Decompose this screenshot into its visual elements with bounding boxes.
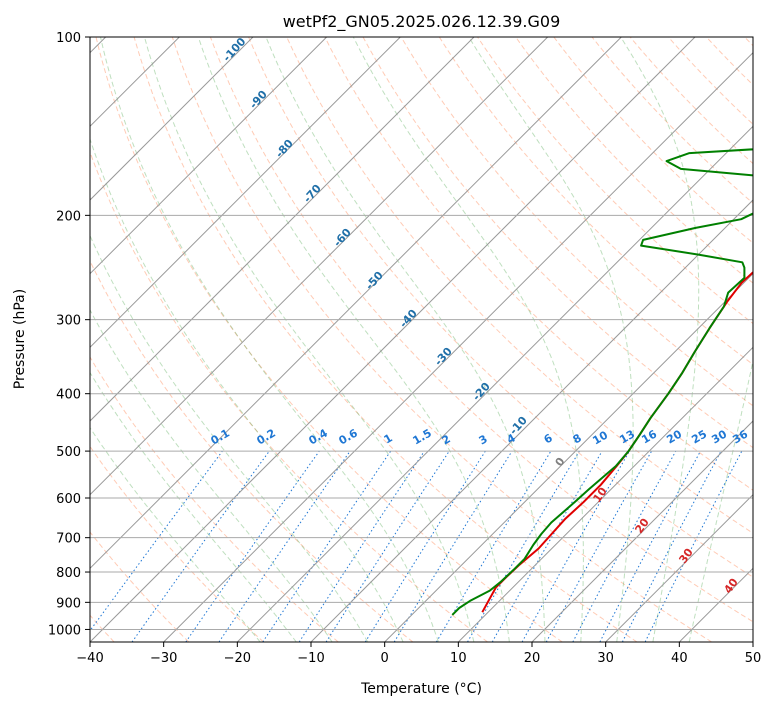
dry-adiabat — [90, 445, 264, 642]
mixing-ratio-line — [325, 450, 450, 642]
moist-adiabat — [620, 37, 700, 642]
dry-adiabat — [324, 37, 753, 491]
moist-adiabat — [90, 234, 369, 642]
mixing-ratio-line — [572, 450, 677, 642]
plot-area: -100-90-80-70-60-50-40-30-20-100.1 0.2 0.4… — [90, 37, 753, 642]
moist-adiabat — [90, 426, 261, 642]
moist-adiabat — [90, 137, 404, 642]
mixing-ratio-line — [545, 450, 653, 642]
isotherm-line — [90, 37, 475, 422]
x-tick-label: −10 — [297, 651, 324, 666]
moist-adiabat — [144, 37, 475, 642]
dry-adiabat — [90, 356, 339, 642]
y-tick-label: 500 — [56, 445, 81, 460]
isotherm-line — [605, 493, 753, 642]
moist-adiabat — [688, 358, 753, 642]
chart-title: wetPf2_GN05.2025.026.12.39.G09 — [283, 12, 561, 32]
dry-adiabat — [95, 37, 563, 642]
x-tick-label: 20 — [524, 651, 541, 666]
x-tick-label: 40 — [671, 651, 688, 666]
moist-adiabat — [90, 371, 297, 642]
isotherm-line — [310, 199, 753, 642]
y-axis: 100 200 300 400 500 600 700 800 900 1000 — [48, 31, 90, 638]
dry-adiabat — [438, 37, 753, 366]
mixing-ratio-line — [393, 450, 513, 642]
plot-frame — [89, 36, 754, 643]
mixing-ratio-line — [131, 450, 270, 642]
isotherm-line — [90, 37, 696, 642]
isotherm-line — [90, 37, 622, 570]
dry-adiabat — [90, 531, 190, 642]
y-tick-label: 300 — [56, 314, 81, 329]
moist-adiabat — [100, 37, 439, 642]
x-tick-label: 50 — [745, 651, 762, 666]
dry-adiabat — [133, 37, 638, 642]
isotherm-line — [163, 51, 753, 642]
moist-adiabat — [197, 37, 510, 642]
moist-adiabat — [265, 37, 546, 642]
isotherm-line — [457, 346, 753, 642]
mixing-ratio-line — [185, 450, 320, 642]
x-tick-label: 10 — [450, 651, 467, 666]
dry-adiabat — [171, 37, 712, 642]
y-axis-label: Pressure (hPa) — [12, 289, 28, 389]
y-tick-label: 700 — [56, 532, 81, 547]
isotherm-line — [90, 37, 549, 496]
isobar-gridlines — [90, 37, 753, 630]
dry-adiabat — [90, 150, 488, 642]
dry-adiabat — [515, 37, 753, 284]
y-tick-label: 100 — [56, 31, 81, 46]
mixing-ratio-line — [521, 450, 630, 642]
y-tick-label: 900 — [56, 596, 81, 611]
mixing-ratio-line — [90, 450, 223, 632]
y-tick-label: 600 — [56, 492, 81, 507]
y-tick-label: 800 — [56, 566, 81, 581]
isotherm-line — [90, 37, 254, 201]
x-tick-label: 0 — [381, 651, 389, 666]
isotherm-line — [90, 37, 328, 275]
dry-adiabat — [209, 37, 753, 623]
mixing-ratio-lines — [90, 450, 743, 642]
moist-adiabats — [90, 37, 753, 642]
isotherm-line — [384, 272, 753, 642]
mixing-ratio-line — [298, 450, 425, 642]
dry-adiabat — [400, 37, 753, 407]
skewed-isotherms — [90, 37, 753, 642]
mixing-ratio-line — [218, 450, 351, 642]
moist-adiabat — [90, 308, 333, 642]
isotherm-line — [531, 420, 753, 642]
isotherm-line — [236, 125, 753, 642]
y-tick-label: 1000 — [48, 623, 81, 638]
sounding-line — [451, 148, 753, 616]
x-tick-label: 30 — [597, 651, 614, 666]
isotherm-line — [90, 37, 401, 349]
x-axis-label: Temperature (°C) — [360, 681, 482, 697]
x-tick-label: −20 — [224, 651, 251, 666]
x-tick-label: −40 — [76, 651, 103, 666]
y-tick-label: 400 — [56, 388, 81, 403]
y-tick-label: 200 — [56, 209, 81, 224]
x-tick-label: −30 — [150, 651, 177, 666]
x-axis: −40 −30 −20 −10 0 10 20 30 40 50 — [76, 642, 761, 666]
sounding-profiles — [451, 148, 753, 616]
mixing-ratio-line — [262, 450, 392, 642]
dry-adiabats — [90, 37, 753, 642]
dry-adiabat — [248, 37, 753, 578]
moist-adiabat — [352, 37, 584, 642]
mixing-ratio-line — [644, 450, 743, 642]
